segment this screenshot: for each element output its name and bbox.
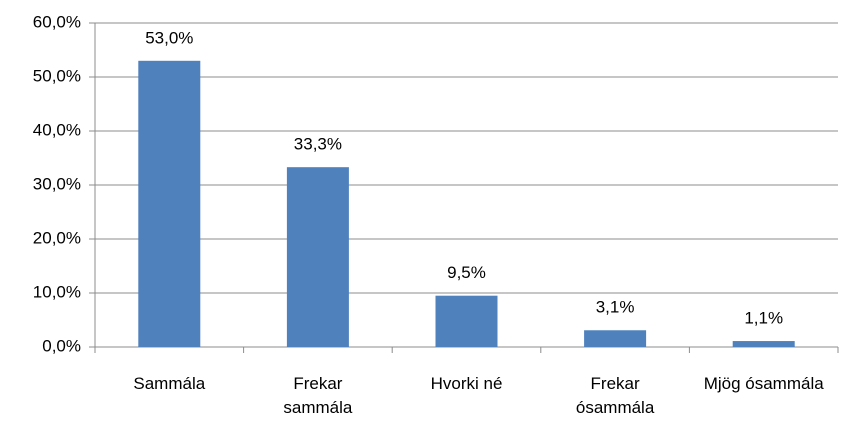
bar	[435, 295, 498, 347]
bar	[286, 167, 349, 347]
data-label: 53,0%	[145, 28, 193, 47]
y-tick-label: 0,0%	[42, 336, 81, 355]
x-tick-label: Frekar ósammála	[575, 374, 655, 417]
y-tick-label: 20,0%	[33, 228, 81, 247]
y-tick-label: 30,0%	[33, 174, 81, 193]
y-tick-label: 40,0%	[33, 120, 81, 139]
y-tick-label: 50,0%	[33, 66, 81, 85]
bar	[138, 60, 201, 348]
x-tick-label: Mjög ósammála	[703, 374, 824, 393]
data-label: 1,1%	[744, 309, 783, 328]
bar	[584, 330, 647, 347]
y-tick-label: 10,0%	[33, 282, 81, 301]
y-tick-label: 60,0%	[33, 12, 81, 31]
x-tick-label: Hvorki né	[430, 374, 503, 393]
x-tick-label: Sammála	[133, 374, 206, 393]
data-label: 9,5%	[447, 263, 486, 282]
data-label: 33,3%	[294, 135, 342, 154]
bar	[732, 341, 795, 347]
data-label: 3,1%	[596, 298, 635, 317]
x-tick-label: Frekar sammála	[283, 374, 353, 417]
